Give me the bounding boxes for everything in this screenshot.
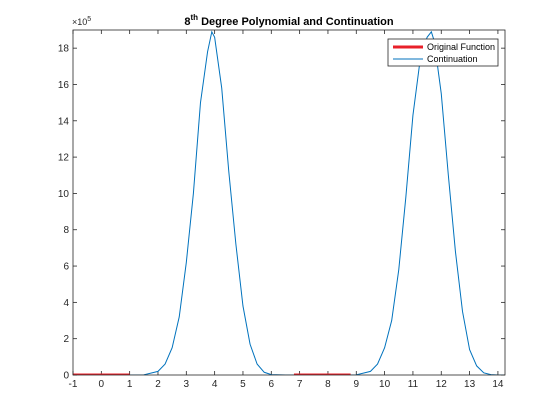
title-superscript: th: [190, 13, 198, 22]
x-tick-label: 1: [127, 379, 133, 390]
legend-label-original-function: Original Function: [427, 42, 495, 52]
y-tick-label: 0: [63, 371, 69, 382]
x-tick-label: 4: [212, 379, 218, 390]
title-prefix: 8: [184, 16, 190, 28]
x-tick-label: 5: [240, 379, 246, 390]
y-tick-label: 8: [63, 225, 69, 236]
y-tick-label: 10: [58, 189, 70, 200]
y-exponent-label: ×105: [72, 16, 91, 27]
x-tick-label: 6: [269, 379, 275, 390]
y-tick-label: 18: [58, 44, 70, 55]
legend-label-continuation: Continuation: [427, 54, 478, 64]
y-tick-label: 4: [63, 298, 69, 309]
x-tick-label: 0: [99, 379, 105, 390]
x-tick-label: 10: [379, 379, 391, 390]
x-tick-label: 12: [436, 379, 448, 390]
chart-title: 8th Degree Polynomial and Continuation: [184, 13, 394, 28]
legend-box: [387, 38, 499, 67]
legend: Original Function Continuation: [387, 38, 499, 67]
x-tick-label: -1: [69, 379, 78, 390]
x-tick-label: 8: [325, 379, 331, 390]
x-tick-label: 11: [408, 379, 419, 390]
series: [73, 30, 504, 375]
y-tick-label: 6: [63, 262, 69, 273]
y-tick-label: 14: [58, 116, 70, 127]
plot-area: [73, 30, 505, 375]
title-suffix: Degree Polynomial and Continuation: [198, 16, 394, 28]
y-tick-label: 16: [58, 80, 70, 91]
axes-box: [72, 29, 506, 376]
x-tick-label: 13: [464, 379, 476, 390]
x-tick-label: 9: [353, 379, 359, 390]
x-tick-label: 14: [492, 379, 504, 390]
y-exponent-power: 5: [87, 16, 91, 23]
series-line-continuation: [73, 30, 504, 375]
x-tick-label: 2: [155, 379, 161, 390]
y-exponent-base: ×10: [72, 17, 87, 27]
x-tick-label: 3: [184, 379, 190, 390]
x-tick-label: 7: [297, 379, 303, 390]
y-tick-label: 2: [63, 334, 69, 345]
y-tick-label: 12: [58, 153, 70, 164]
